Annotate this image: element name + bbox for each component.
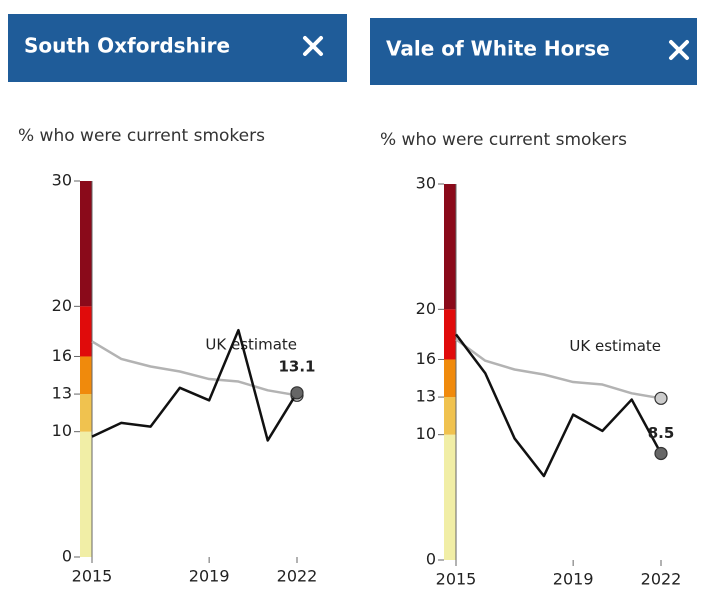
end-point (654, 391, 668, 405)
y-tick-label: 10 (52, 421, 72, 440)
y-tick-label: 20 (416, 299, 436, 318)
x-tick-label: 2022 (641, 570, 682, 589)
x-tick-label: 2019 (189, 567, 230, 586)
y-tick-label: 13 (416, 387, 436, 406)
series-line (455, 338, 662, 400)
x-tick-label: 2019 (553, 570, 594, 589)
x-tick-label: 2015 (436, 570, 477, 589)
panel-title: South Oxfordshire (24, 34, 230, 58)
color-band (444, 359, 456, 398)
panel-header (8, 14, 347, 82)
x-tick-label: 2015 (72, 567, 113, 586)
end-point (654, 446, 668, 461)
color-band (444, 397, 456, 435)
y-tick-label: 0 (62, 547, 72, 566)
close-button[interactable] (303, 36, 323, 56)
value-label: 13.1 (278, 357, 315, 375)
color-band (444, 184, 456, 310)
y-tick-label: 30 (416, 174, 436, 193)
color-band (80, 306, 92, 357)
end-point (290, 386, 304, 400)
y-tick-label: 16 (52, 346, 72, 365)
series-label: UK estimate (205, 335, 297, 353)
series-label: UK estimate (569, 337, 661, 355)
color-band (444, 309, 456, 360)
y-tick-label: 13 (52, 384, 72, 403)
y-tick-label: 10 (416, 424, 436, 443)
panel-header (370, 18, 697, 85)
series-line (91, 340, 298, 397)
y-axis-label: % who were current smokers (18, 126, 265, 146)
y-axis-label: % who were current smokers (380, 130, 627, 150)
series-line (455, 333, 663, 478)
color-band (80, 181, 92, 307)
x-tick-label: 2022 (277, 567, 318, 586)
series-line (91, 328, 299, 442)
color-band (80, 431, 92, 557)
y-tick-label: 20 (52, 296, 72, 315)
y-tick-label: 30 (52, 171, 72, 190)
panel-title: Vale of White Horse (386, 37, 610, 61)
y-tick-label: 16 (416, 349, 436, 368)
color-band (80, 394, 92, 432)
color-band (80, 356, 92, 395)
y-tick-label: 0 (426, 550, 436, 569)
value-label: 8.5 (648, 424, 675, 442)
close-button[interactable] (669, 40, 689, 60)
color-band (444, 434, 456, 560)
